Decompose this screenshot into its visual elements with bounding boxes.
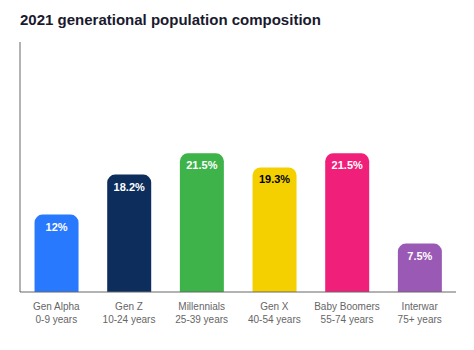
svg-text:Millennials25-39 years: Millennials25-39 years — [175, 301, 228, 325]
svg-text:Gen X40-54 years: Gen X40-54 years — [248, 301, 301, 325]
svg-text:Baby Boomers55-74 years: Baby Boomers55-74 years — [314, 301, 380, 325]
svg-text:12%: 12% — [46, 221, 68, 233]
svg-text:21.5%: 21.5% — [332, 159, 363, 171]
svg-text:18.2%: 18.2% — [114, 181, 145, 193]
html-text:2021 generational population c: 2021 generational population composition — [20, 11, 321, 28]
svg-text:Interwar75+ years: Interwar75+ years — [398, 301, 442, 325]
svg-text:Gen Alpha0-9 years: Gen Alpha0-9 years — [33, 301, 80, 325]
svg-text:7.5%: 7.5% — [407, 250, 432, 262]
svg-text:21.5%: 21.5% — [186, 159, 217, 171]
svg-text:19.3%: 19.3% — [259, 173, 290, 185]
svg-text:Gen Z10-24 years: Gen Z10-24 years — [103, 301, 156, 325]
